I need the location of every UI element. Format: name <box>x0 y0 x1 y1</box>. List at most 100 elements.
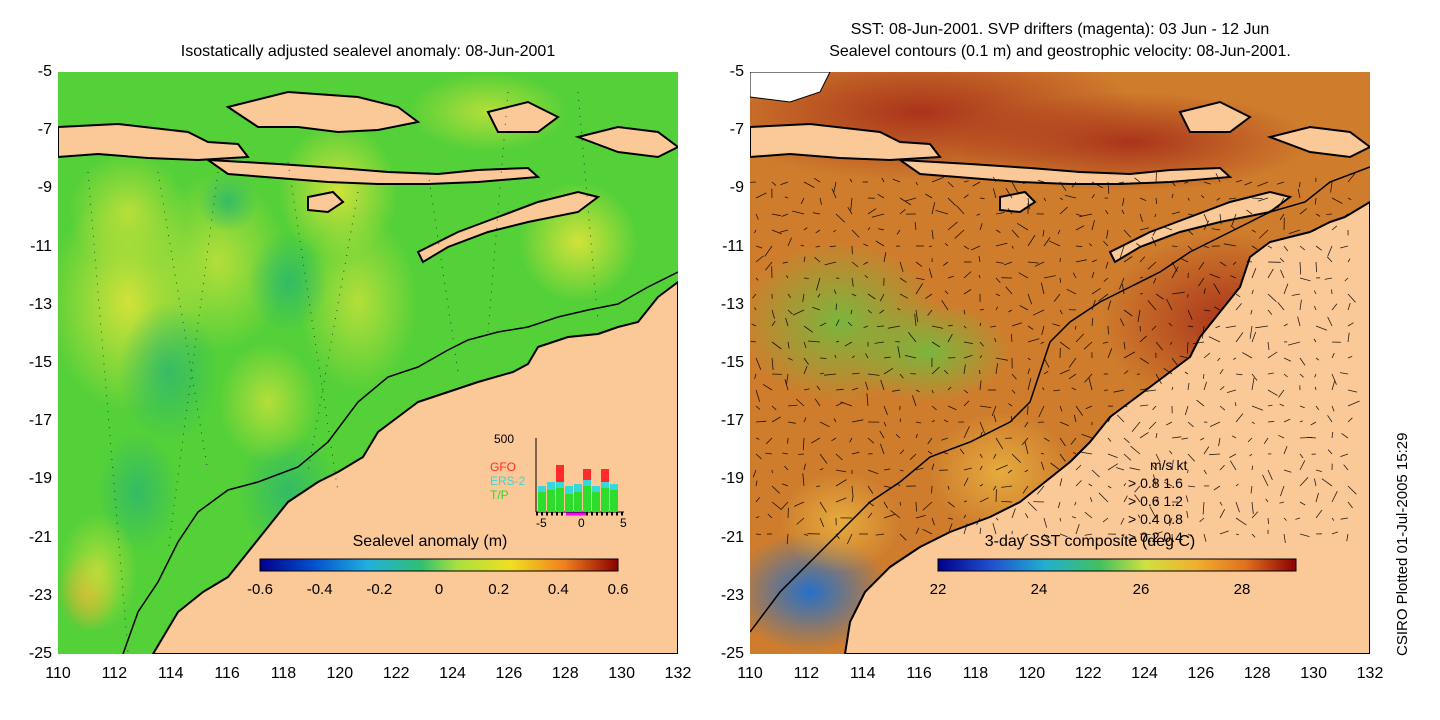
velocity-vector <box>1324 277 1333 280</box>
velocity-vector <box>1202 373 1205 379</box>
velocity-vector <box>867 227 871 231</box>
velocity-vector <box>978 274 981 279</box>
velocity-vector <box>846 533 853 545</box>
velocity-vector <box>1038 405 1045 418</box>
velocity-vector <box>1247 437 1253 443</box>
velocity-vector <box>1267 469 1273 481</box>
sst-colorbar-tick: 22 <box>929 581 947 598</box>
right-lon-tick: 130 <box>1300 665 1327 682</box>
velocity-vector <box>1347 322 1354 327</box>
velocity-vector <box>1155 197 1158 204</box>
velocity-vector <box>1166 421 1173 426</box>
velocity-vector <box>883 252 887 263</box>
left-lon-tick: 132 <box>664 665 692 682</box>
velocity-vector <box>915 309 919 323</box>
velocity-vector <box>1223 243 1237 247</box>
velocity-vector <box>979 197 985 200</box>
velocity-vector <box>1024 421 1029 428</box>
velocity-vector <box>1075 259 1087 263</box>
velocity-vector <box>803 341 807 349</box>
velocity-vector <box>1150 463 1157 471</box>
velocity-vector <box>1149 506 1157 519</box>
velocity-vector <box>1027 325 1034 330</box>
velocity-vector <box>883 485 893 489</box>
velocity-vector <box>1107 437 1112 442</box>
velocity-vector <box>863 243 869 247</box>
velocity-vector <box>1267 268 1274 279</box>
velocity-vector <box>1169 450 1173 455</box>
velocity-vector <box>1267 309 1273 315</box>
velocity-vector <box>963 500 967 503</box>
inset-legend-ers2: ERS-2 <box>490 474 526 488</box>
velocity-legend-header: m/s kt <box>1150 457 1188 473</box>
inset-xtick-neg5: -5 <box>536 516 547 530</box>
velocity-vector <box>1219 261 1227 267</box>
velocity-vector <box>915 181 918 186</box>
velocity-vector <box>992 188 997 199</box>
velocity-vector <box>979 421 986 434</box>
velocity-vector <box>992 523 997 535</box>
velocity-vector <box>1219 530 1229 535</box>
velocity-vector <box>1249 453 1253 457</box>
velocity-vector <box>1230 225 1237 231</box>
velocity-vector <box>847 321 853 327</box>
left-lon-tick: 118 <box>270 665 297 682</box>
velocity-vector <box>931 517 935 526</box>
velocity-vector <box>947 197 956 206</box>
right-lat-tick: -21 <box>720 528 744 546</box>
velocity-vector <box>807 340 821 343</box>
velocity-vector <box>1299 420 1303 423</box>
velocity-vector <box>1119 245 1125 259</box>
inset-xtick-5: 5 <box>620 516 627 530</box>
left-lat-tick: -11 <box>30 237 52 255</box>
velocity-vector <box>963 400 970 407</box>
velocity-vector <box>954 229 965 239</box>
velocity-vector <box>1147 300 1157 311</box>
velocity-vector <box>1053 389 1061 392</box>
velocity-vector <box>1278 434 1285 439</box>
velocity-vector <box>1228 197 1237 200</box>
velocity-vector <box>803 277 809 279</box>
velocity-vector <box>1246 260 1253 263</box>
velocity-vector <box>1027 338 1040 343</box>
velocity-vector <box>963 289 972 295</box>
velocity-vector <box>963 514 967 519</box>
velocity-vector <box>755 453 762 460</box>
velocity-vector <box>1235 332 1244 343</box>
velocity-vector <box>914 313 917 327</box>
velocity-vector <box>1343 464 1349 471</box>
velocity-vector <box>1123 453 1132 461</box>
velocity-vector <box>1312 229 1317 232</box>
velocity-vector <box>1187 213 1195 216</box>
velocity-vector <box>1116 467 1125 471</box>
velocity-vector <box>1327 415 1333 423</box>
velocity-vector <box>909 453 917 461</box>
velocity-vector <box>752 293 757 299</box>
velocity-vector <box>1232 261 1237 265</box>
velocity-vector <box>1215 173 1221 183</box>
velocity-vector <box>925 293 933 299</box>
velocity-vector <box>1187 453 1195 462</box>
velocity-vector <box>976 213 981 216</box>
velocity-vector <box>1059 453 1066 462</box>
velocity-vector <box>915 283 924 295</box>
velocity-vector <box>1250 485 1253 494</box>
velocity-vector <box>1074 501 1077 506</box>
velocity-vector <box>995 229 1001 233</box>
velocity-vector <box>782 452 789 455</box>
velocity-vector <box>1299 261 1302 275</box>
velocity-vector <box>899 449 905 455</box>
velocity-vector <box>979 341 984 347</box>
velocity-vector <box>1251 331 1257 343</box>
velocity-vector <box>1075 225 1085 231</box>
velocity-vector <box>1050 462 1061 471</box>
velocity-vector <box>1314 478 1317 487</box>
velocity-vector <box>1213 283 1221 295</box>
velocity-vector <box>1129 467 1141 471</box>
velocity-vector <box>816 277 821 291</box>
velocity-vector <box>787 357 793 361</box>
velocity-vector <box>1043 533 1052 545</box>
velocity-vector <box>915 467 924 471</box>
velocity-vector <box>1122 197 1125 206</box>
velocity-vector <box>835 533 840 540</box>
